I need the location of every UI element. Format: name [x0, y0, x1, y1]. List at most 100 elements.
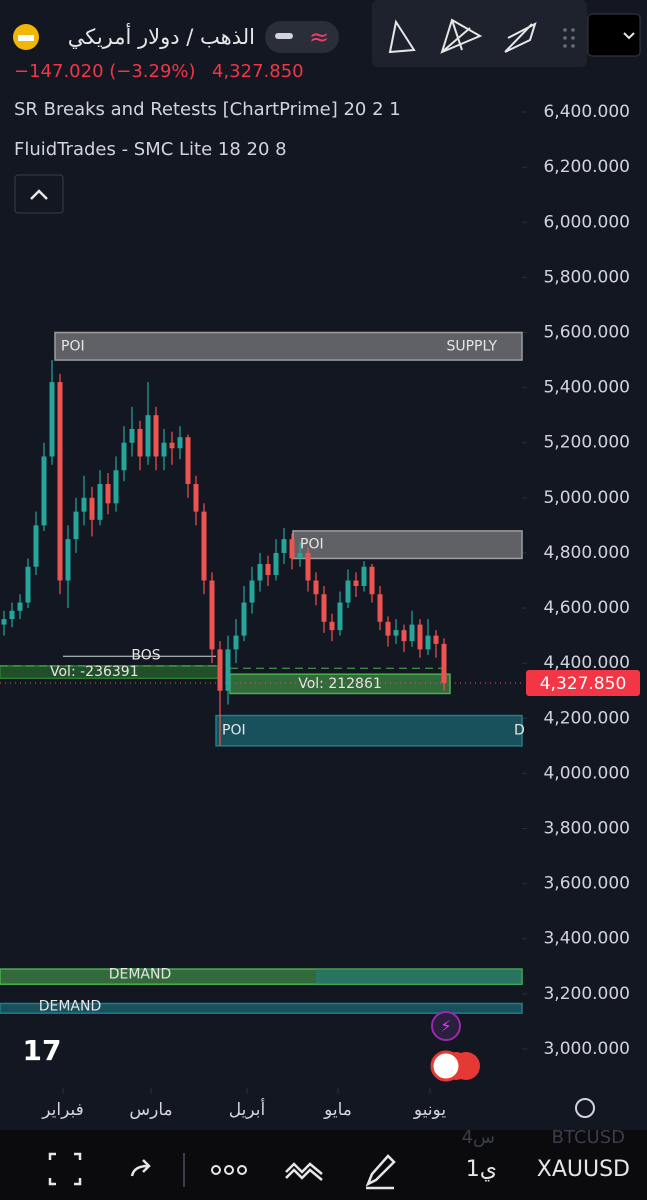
- y-tick-label: 6,000.000: [543, 212, 630, 232]
- y-tick-label: 5,000.000: [543, 488, 630, 508]
- zone-ext: [316, 969, 522, 985]
- symbol[interactable]: XAUUSD: [537, 1157, 630, 1182]
- candle-body: [49, 382, 55, 457]
- zone: [54, 331, 523, 361]
- candle-body: [225, 649, 231, 691]
- settings-icon[interactable]: [575, 1098, 595, 1118]
- zone: [292, 530, 523, 560]
- candle-body: [193, 484, 199, 512]
- candle-body: [129, 428, 135, 443]
- alert-icon[interactable]: [431, 1011, 461, 1041]
- candle-body: [289, 539, 295, 559]
- dropdown-caret: [623, 32, 635, 40]
- x-tick-label: فبراير: [41, 1100, 83, 1120]
- collapse-icon: [30, 189, 48, 200]
- candle-body: [401, 630, 407, 642]
- bottom-bar: [0, 1130, 647, 1200]
- candle-body: [121, 442, 127, 471]
- draw-icon[interactable]: [365, 1154, 396, 1190]
- candle-body: [137, 428, 143, 457]
- collapse-button[interactable]: [14, 174, 64, 214]
- indicator: SR Breaks and Retests [ChartPrime] 20 2 …: [14, 99, 401, 120]
- toggle[interactable]: [265, 21, 339, 53]
- candle-body: [9, 610, 15, 620]
- candle-body: [185, 437, 191, 485]
- candle-body: [1, 619, 7, 625]
- zone-label: D: [514, 723, 525, 739]
- candle-body: [81, 497, 87, 512]
- symbol-name: الذهب / دولار أمريكي: [68, 23, 255, 49]
- alert-bolt: ⚡: [440, 1017, 451, 1036]
- bos-label: BOS: [131, 647, 160, 663]
- y-tick-label: 5,200.000: [543, 433, 630, 453]
- candle-body: [25, 566, 31, 603]
- zone-label: POI: [222, 723, 246, 739]
- indicator: FluidTrades - SMC Lite 18 20 8: [14, 139, 287, 160]
- candle-body: [425, 635, 431, 650]
- candle-body: [361, 566, 367, 587]
- zone-label: Vol: -236391: [50, 664, 139, 680]
- candle-body: [313, 580, 319, 595]
- more-icon[interactable]: [211, 1165, 247, 1175]
- candle-body: [329, 621, 335, 631]
- candle-body: [345, 580, 351, 603]
- drawing-toolbar: [372, 0, 587, 67]
- candle-body: [369, 566, 375, 595]
- y-tick-label: 5,400.000: [543, 378, 630, 398]
- candle-body: [113, 470, 119, 504]
- x-tick-label: يونيو: [413, 1100, 446, 1120]
- tool-channel[interactable]: [504, 22, 537, 53]
- zone: [215, 714, 523, 747]
- candle-body: [233, 635, 239, 650]
- x-tick-label: مارس: [129, 1100, 172, 1120]
- candle-body: [377, 594, 383, 622]
- candle-body: [385, 621, 391, 636]
- price: 4,327.850: [212, 61, 304, 82]
- candle-body: [321, 594, 327, 622]
- zone-label: POI: [300, 537, 324, 553]
- fullscreen-icon[interactable]: [48, 1152, 82, 1186]
- candle-body: [177, 437, 183, 449]
- tool-triangle[interactable]: [388, 19, 416, 54]
- tv-logo: 17: [23, 1034, 62, 1067]
- candle-body: [201, 511, 207, 581]
- y-tick-label: 4,000.000: [543, 763, 630, 783]
- tool-pattern[interactable]: [440, 18, 483, 54]
- candle-body: [241, 602, 247, 636]
- watch-interval: 4س: [462, 1127, 495, 1148]
- x-tick-label: مايو: [323, 1100, 352, 1120]
- zone-label: POI: [61, 338, 85, 354]
- candle-body: [33, 525, 39, 567]
- candle-body: [161, 442, 167, 457]
- candle-body: [97, 484, 103, 520]
- plot: 3,000.000 3,200.000 3,400.000 3,600.000 3,80…: [0, 102, 640, 1120]
- y-tick-label: 3,600.000: [543, 874, 630, 894]
- candle-body: [169, 442, 175, 449]
- candle-body: [209, 580, 215, 650]
- candle-body: [105, 484, 111, 504]
- interval[interactable]: 1ي: [466, 1157, 497, 1182]
- y-tick-label: 4,800.000: [543, 543, 630, 563]
- zone: [0, 1002, 523, 1014]
- toolbar-grip: [563, 28, 575, 48]
- y-tick-label: 5,800.000: [543, 267, 630, 287]
- y-tick-label: 6,200.000: [543, 157, 630, 177]
- candle-body: [393, 630, 399, 636]
- candle-body: [145, 415, 151, 457]
- candle-body: [297, 552, 303, 559]
- candle-body: [441, 643, 447, 684]
- dropdown[interactable]: [587, 13, 641, 57]
- y-tick-label: 6,400.000: [543, 102, 630, 122]
- candle-body: [433, 635, 439, 644]
- redo-icon[interactable]: [130, 1159, 151, 1177]
- toggle-wave: ≈: [309, 23, 329, 51]
- candle-body: [17, 602, 23, 611]
- flag-icon[interactable]: [430, 1050, 462, 1082]
- candle-body: [353, 580, 359, 587]
- candle-body: [265, 563, 271, 575]
- candle-body: [73, 511, 79, 540]
- y-tick-label: 4,600.000: [543, 598, 630, 618]
- indicators-icon[interactable]: [285, 1162, 323, 1181]
- candle-body: [65, 539, 71, 581]
- candle-body: [305, 552, 311, 581]
